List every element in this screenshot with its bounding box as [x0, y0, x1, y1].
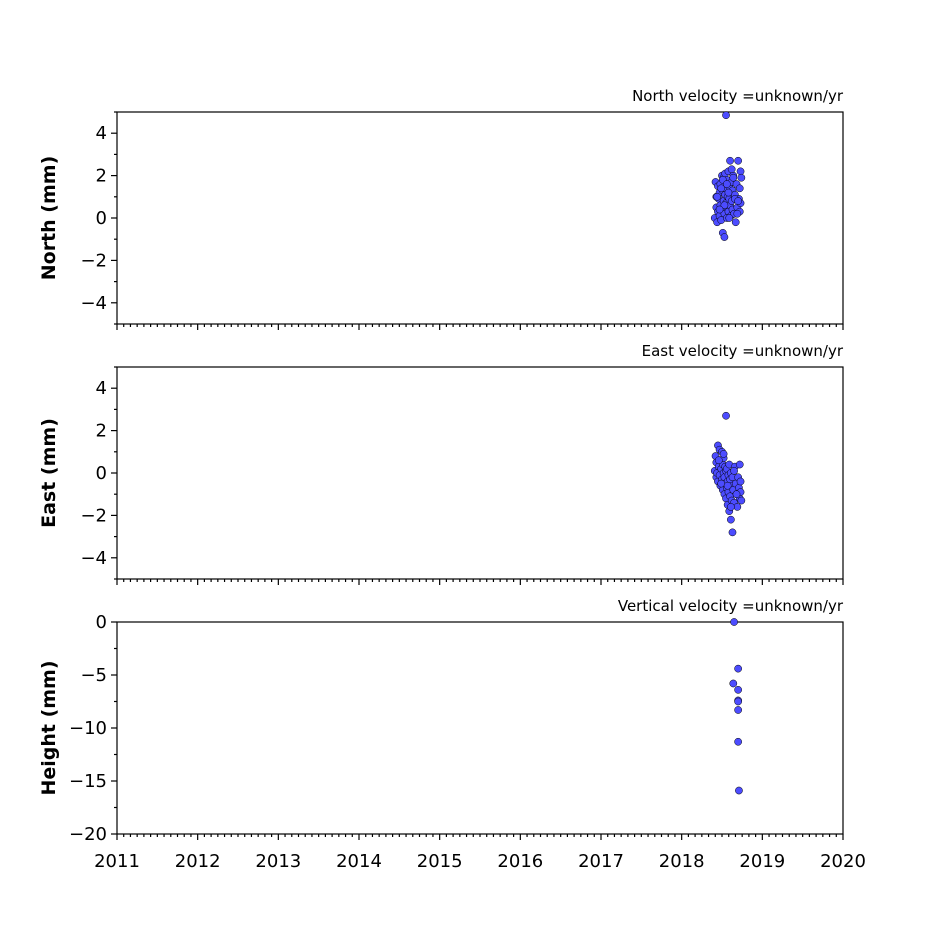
north-data-point [724, 188, 733, 197]
height-data-point [734, 737, 742, 746]
east-data-point [717, 479, 726, 488]
height-axes-frame [116, 621, 844, 835]
north-ytick-label: 0 [96, 208, 107, 229]
north-data-point [737, 173, 746, 182]
east-data-point [730, 467, 738, 475]
north-data-point [736, 167, 745, 176]
height-xtick-label: 2014 [336, 851, 382, 872]
east-panel: East velocity =unknown/yr East (mm) −4 −2 0 2… [38, 342, 844, 585]
north-data-point [717, 184, 726, 193]
north-ylabel: North (mm) [38, 156, 60, 281]
height-xtick-label: 2016 [497, 851, 543, 872]
height-data-point [734, 706, 742, 714]
height-xtick-label: 2011 [94, 851, 140, 872]
north-data-point [725, 214, 734, 222]
east-ytick-label: −4 [80, 548, 107, 569]
east-data-point [727, 515, 735, 524]
north-data-point [731, 218, 740, 227]
east-data-point [728, 528, 737, 537]
height-xtick-label: 2019 [739, 851, 785, 872]
east-data-point [714, 456, 723, 465]
height-ytick-label: −20 [69, 824, 107, 845]
height-ylabel: Height (mm) [38, 660, 60, 795]
height-xtick-label: 2013 [255, 851, 301, 872]
north-data-point [727, 165, 736, 174]
east-data-point [723, 481, 732, 490]
height-data-point [734, 697, 742, 706]
east-ytick-label: 4 [96, 378, 107, 399]
north-data-point [734, 197, 742, 205]
east-ytick-label: 2 [96, 421, 107, 442]
north-title: North velocity =unknown/yr [632, 87, 844, 105]
east-data-point [719, 450, 728, 458]
east-data-point [737, 496, 746, 505]
north-data-point [722, 111, 730, 120]
east-title: East velocity =unknown/yr [642, 342, 844, 360]
east-data-point [732, 490, 741, 499]
north-panel: North velocity =unknown/yr North (mm) −4 −2… [38, 87, 844, 330]
height-data-point [735, 786, 743, 795]
height-ytick-label: −10 [69, 718, 107, 739]
north-data-point [720, 233, 729, 241]
north-data-point [734, 156, 742, 165]
height-data-point [734, 685, 742, 694]
height-ytick-label: 0 [96, 612, 107, 633]
north-ytick-label: 2 [96, 166, 107, 187]
east-data-point [733, 503, 742, 511]
north-data-point [729, 173, 738, 182]
north-data-point [715, 205, 724, 214]
east-data-point [735, 460, 744, 469]
height-data-point [730, 618, 738, 626]
height-xtick-label: 2020 [820, 851, 866, 872]
east-ytick-label: −2 [80, 505, 107, 526]
north-ytick-label: −2 [80, 250, 107, 271]
north-data-point [713, 192, 722, 201]
height-panel: Vertical velocity =unknown/yr Height (mm)… [38, 597, 866, 872]
north-data-point [726, 156, 734, 165]
height-ytick-label: −15 [69, 771, 107, 792]
north-data-point [720, 201, 729, 210]
height-ytick-label: −5 [80, 665, 107, 686]
height-xtick-label: 2012 [175, 851, 221, 872]
height-xtick-label: 2017 [578, 851, 624, 872]
north-axes-frame [116, 111, 844, 325]
north-ytick-label: 4 [96, 123, 107, 144]
east-ylabel: East (mm) [38, 418, 60, 528]
height-data-point [734, 664, 742, 673]
east-data-point [722, 411, 730, 420]
north-ytick-label: −4 [80, 293, 107, 314]
height-title: Vertical velocity =unknown/yr [618, 597, 844, 615]
east-ytick-label: 0 [96, 463, 107, 484]
north-data-point [735, 184, 744, 193]
north-data-point [722, 180, 731, 188]
east-data-point [736, 477, 745, 486]
north-data-point [733, 209, 742, 218]
height-xtick-label: 2018 [659, 851, 705, 872]
east-data-point [727, 503, 735, 511]
height-data-point [729, 679, 738, 688]
height-xtick-label: 2015 [417, 851, 463, 872]
